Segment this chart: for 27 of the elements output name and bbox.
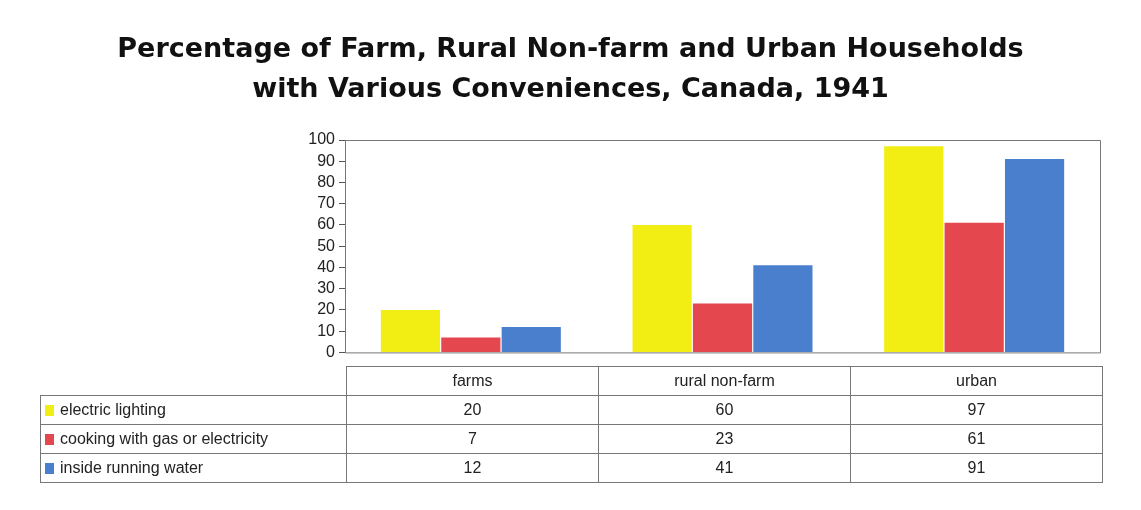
data-label: 12	[346, 453, 599, 483]
data-label: 97	[850, 395, 1103, 425]
data-label: 61	[850, 424, 1103, 454]
x-tick-label: farms	[346, 366, 599, 396]
data-label: 23	[598, 424, 851, 454]
y-tick-label: 60	[317, 215, 336, 233]
y-tick-label: 40	[317, 257, 336, 275]
data-label: 60	[598, 395, 851, 425]
legend-label: cooking with gas or electricity	[40, 424, 347, 454]
data-label: 41	[598, 453, 851, 483]
y-tick-label: 30	[317, 279, 336, 297]
y-tick-label: 50	[317, 236, 336, 254]
y-tick-label: 90	[317, 151, 336, 169]
y-tick-label: 80	[317, 172, 336, 190]
legend-label: electric lighting	[40, 395, 347, 425]
y-tick-label: 100	[308, 130, 336, 148]
chart-title: Percentage of Farm, Rural Non-farm and Urban Households with Various Conveniences, Canada, 1941	[116, 31, 1025, 105]
data-label: 91	[850, 453, 1103, 483]
data-label: 7	[346, 424, 599, 454]
x-tick-label: rural non-farm	[598, 366, 851, 396]
legend-label: inside running water	[40, 453, 347, 483]
y-tick-label: 10	[317, 321, 336, 339]
y-tick-label: 70	[317, 194, 336, 212]
x-tick-label: urban	[850, 366, 1103, 396]
data-label: 20	[346, 395, 599, 425]
y-tick-label: 0	[326, 342, 336, 360]
y-tick-label: 20	[317, 300, 336, 318]
